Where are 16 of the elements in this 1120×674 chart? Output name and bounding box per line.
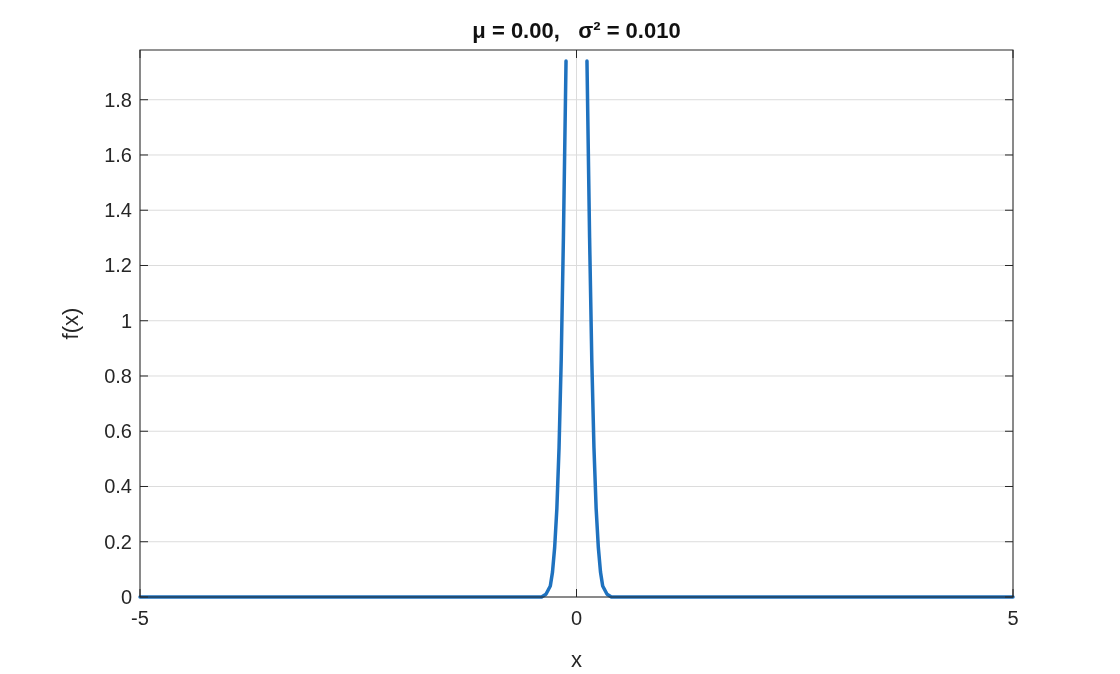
y-tick-label: 1	[120, 309, 132, 332]
y-tick-label: 1.8	[104, 88, 132, 111]
y-axis-title: f(x)	[58, 307, 83, 340]
x-tick-label: 0	[570, 607, 583, 629]
chart-title: μ = 0.00, σ² = 0.010	[472, 18, 681, 43]
x-tick-label: 5	[1007, 607, 1019, 629]
x-tick-label: -5	[131, 607, 149, 629]
y-tick-label: 0.4	[104, 475, 132, 498]
y-tick-label: 1.4	[104, 199, 132, 222]
y-tick-label: 0.6	[104, 420, 132, 443]
x-axis-title: x	[571, 647, 582, 672]
y-tick-label: 0	[120, 586, 132, 608]
y-tick-label: 0.2	[104, 530, 132, 553]
y-tick-label: 1.2	[104, 254, 132, 277]
y-tick-label: 0.8	[104, 364, 132, 387]
y-tick-label: 1.6	[104, 143, 132, 166]
